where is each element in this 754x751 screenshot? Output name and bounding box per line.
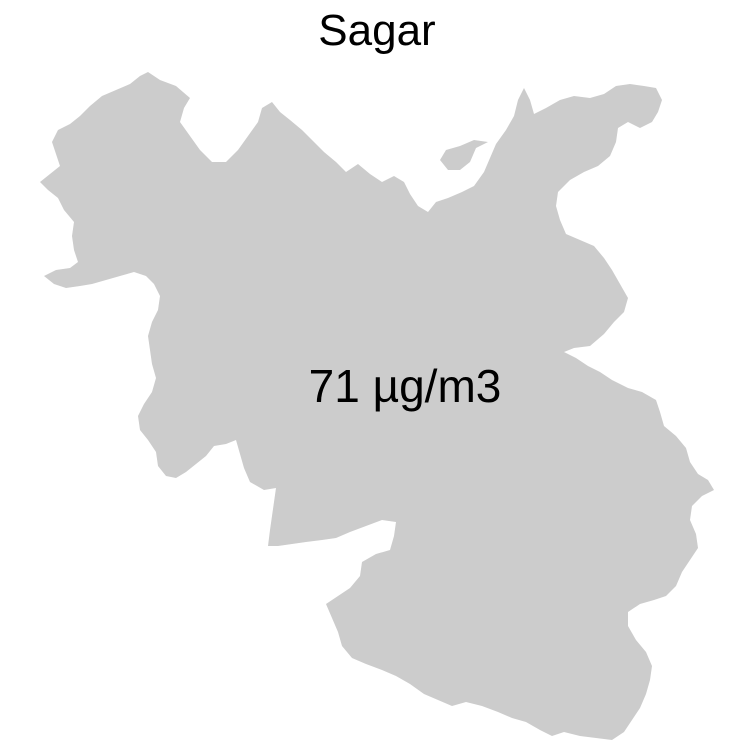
enclave-cutout	[196, 452, 232, 488]
sagar-district-shape	[40, 72, 714, 740]
value-label: 71 µg/m3	[308, 360, 502, 412]
map-title: Sagar	[318, 6, 436, 55]
